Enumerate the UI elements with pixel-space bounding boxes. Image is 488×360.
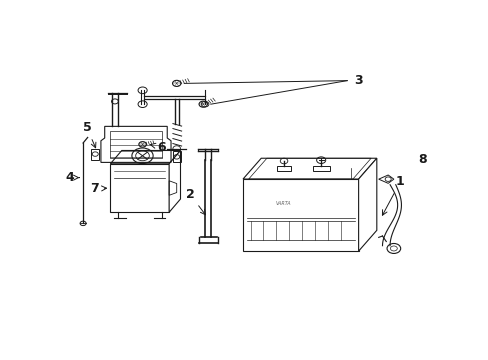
Polygon shape: [110, 150, 180, 164]
Bar: [110, 131, 161, 158]
Text: 5: 5: [82, 121, 96, 148]
Text: 8: 8: [418, 153, 427, 166]
Bar: [276, 166, 291, 171]
Text: 2: 2: [185, 188, 205, 215]
Polygon shape: [243, 158, 376, 179]
Text: 1: 1: [382, 175, 404, 215]
Polygon shape: [169, 150, 180, 212]
Text: VARTA: VARTA: [275, 202, 291, 207]
Bar: [312, 166, 329, 171]
Text: 6: 6: [150, 141, 165, 154]
Text: 4: 4: [65, 171, 79, 184]
Text: 7: 7: [90, 182, 106, 195]
Polygon shape: [243, 179, 358, 251]
Polygon shape: [110, 164, 169, 212]
Polygon shape: [358, 158, 376, 251]
Text: 3: 3: [354, 74, 362, 87]
